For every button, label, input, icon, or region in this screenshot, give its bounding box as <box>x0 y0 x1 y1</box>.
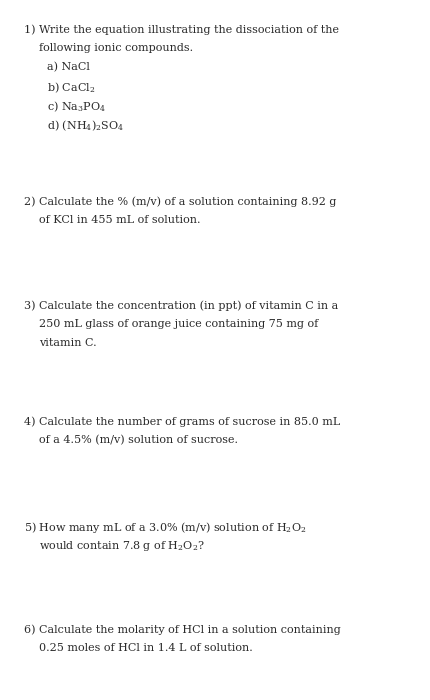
Text: of KCl in 455 mL of solution.: of KCl in 455 mL of solution. <box>39 216 200 225</box>
Text: 3) Calculate the concentration (in ppt) of vitamin C in a: 3) Calculate the concentration (in ppt) … <box>24 300 338 311</box>
Text: 5) How many mL of a 3.0% (m/v) solution of H$_2$O$_2$: 5) How many mL of a 3.0% (m/v) solution … <box>24 520 306 536</box>
Text: of a 4.5% (m/v) solution of sucrose.: of a 4.5% (m/v) solution of sucrose. <box>39 435 238 445</box>
Text: 250 mL glass of orange juice containing 75 mg of: 250 mL glass of orange juice containing … <box>39 319 318 329</box>
Text: 1) Write the equation illustrating the dissociation of the: 1) Write the equation illustrating the d… <box>24 25 339 35</box>
Text: a) NaCl: a) NaCl <box>47 62 90 72</box>
Text: b) CaCl$_2$: b) CaCl$_2$ <box>47 80 96 95</box>
Text: 4) Calculate the number of grams of sucrose in 85.0 mL: 4) Calculate the number of grams of sucr… <box>24 416 340 427</box>
Text: 2) Calculate the % (m/v) of a solution containing 8.92 g: 2) Calculate the % (m/v) of a solution c… <box>24 197 336 207</box>
Text: vitamin C.: vitamin C. <box>39 338 96 348</box>
Text: following ionic compounds.: following ionic compounds. <box>39 43 193 53</box>
Text: c) Na$_3$PO$_4$: c) Na$_3$PO$_4$ <box>47 99 106 114</box>
Text: 0.25 moles of HCl in 1.4 L of solution.: 0.25 moles of HCl in 1.4 L of solution. <box>39 643 252 653</box>
Text: 6) Calculate the molarity of HCl in a solution containing: 6) Calculate the molarity of HCl in a so… <box>24 624 341 635</box>
Text: would contain 7.8 g of H$_2$O$_2$?: would contain 7.8 g of H$_2$O$_2$? <box>39 539 205 553</box>
Text: d) (NH$_4$)$_2$SO$_4$: d) (NH$_4$)$_2$SO$_4$ <box>47 118 125 133</box>
